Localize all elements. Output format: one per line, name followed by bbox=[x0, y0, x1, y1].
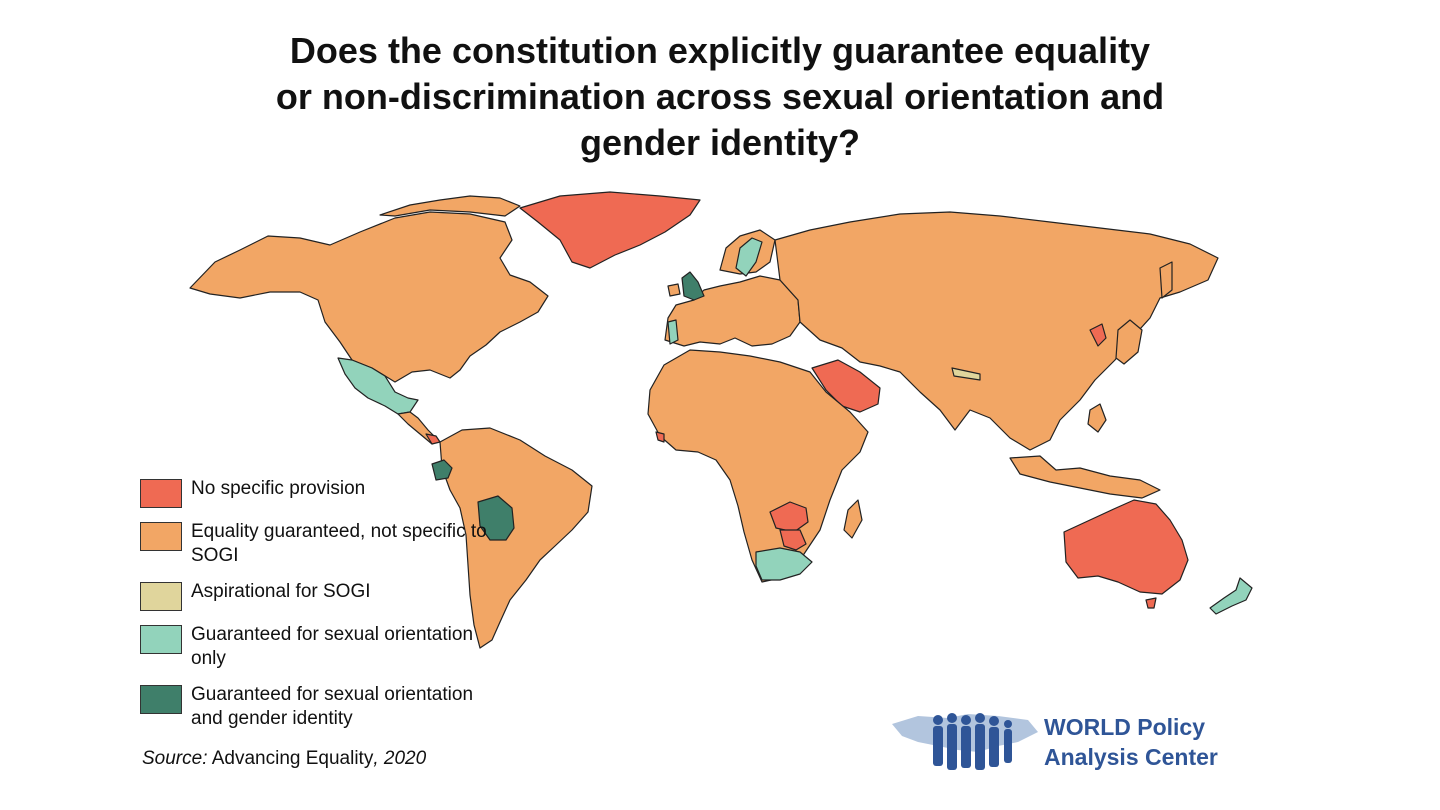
country-ireland bbox=[667, 283, 681, 297]
country-indonesia bbox=[1009, 455, 1161, 499]
country-philippines bbox=[1087, 403, 1107, 433]
title-line-2: or non-discrimination across sexual orie… bbox=[275, 76, 1165, 117]
country-tasmania bbox=[1145, 597, 1157, 609]
source-prefix: Source: bbox=[142, 748, 208, 769]
country-north-korea bbox=[1089, 323, 1107, 347]
source-year: , 2020 bbox=[373, 748, 427, 769]
country-africa bbox=[647, 349, 869, 583]
country-madagascar bbox=[843, 499, 863, 539]
legend-label: No specific provision bbox=[191, 478, 366, 499]
country-canada-islands bbox=[379, 195, 521, 217]
legend-swatch bbox=[140, 685, 182, 714]
legend-label: Guaranteed for sexual orientation and ge… bbox=[191, 684, 474, 729]
legend-swatch bbox=[140, 522, 182, 551]
country-south-africa bbox=[755, 547, 813, 581]
source-note: Source: Advancing Equality, 2020 bbox=[142, 748, 426, 770]
country-bolivia bbox=[477, 495, 515, 541]
legend-item: Guaranteed for sexual orientation and ge… bbox=[140, 683, 491, 731]
title-line-3: gender identity? bbox=[579, 122, 861, 163]
legend-item: No specific provision bbox=[140, 477, 491, 508]
map-legend: No specific provision Equality guarantee… bbox=[140, 477, 491, 743]
country-north-america bbox=[189, 211, 549, 383]
legend-label: Guaranteed for sexual orientation only bbox=[191, 624, 474, 669]
country-nepal bbox=[951, 367, 981, 381]
legend-swatch bbox=[140, 582, 182, 611]
country-saudi-arabia bbox=[811, 359, 881, 413]
legend-label: Equality guaranteed, not specific to SOG… bbox=[191, 521, 487, 566]
country-new-zealand bbox=[1209, 577, 1253, 615]
country-sweden bbox=[735, 237, 763, 277]
country-ecuador bbox=[431, 459, 453, 481]
logo-line-1: WORLD Policy bbox=[1044, 714, 1206, 740]
country-greenland bbox=[519, 191, 701, 269]
country-portugal bbox=[667, 319, 679, 345]
legend-swatch bbox=[140, 479, 182, 508]
legend-item: Equality guaranteed, not specific to SOG… bbox=[140, 520, 491, 568]
country-asia bbox=[774, 211, 1219, 451]
country-south-america bbox=[439, 427, 593, 649]
legend-item: Guaranteed for sexual orientation only bbox=[140, 623, 491, 671]
source-text: Advancing Equality bbox=[211, 748, 374, 769]
country-zambia bbox=[769, 501, 809, 533]
country-united-kingdom bbox=[681, 271, 705, 301]
country-liberia bbox=[655, 431, 665, 443]
title-line-1: Does the constitution explicitly guarant… bbox=[289, 30, 1151, 71]
wpac-logo-text: WORLD Policy Analysis Center bbox=[1044, 712, 1218, 772]
legend-item: Aspirational for SOGI bbox=[140, 580, 491, 611]
legend-swatch bbox=[140, 625, 182, 654]
wpac-logo-graphic bbox=[892, 713, 1038, 770]
map-title: Does the constitution explicitly guarant… bbox=[0, 28, 1440, 166]
country-zimbabwe bbox=[779, 529, 807, 551]
logo-line-2: Analysis Center bbox=[1044, 744, 1218, 770]
legend-label: Aspirational for SOGI bbox=[191, 581, 371, 602]
country-australia bbox=[1063, 499, 1189, 595]
country-kamchatka bbox=[1159, 261, 1173, 299]
people-silhouettes-icon bbox=[933, 713, 1012, 770]
country-japan bbox=[1115, 319, 1143, 365]
country-mexico bbox=[337, 357, 419, 415]
